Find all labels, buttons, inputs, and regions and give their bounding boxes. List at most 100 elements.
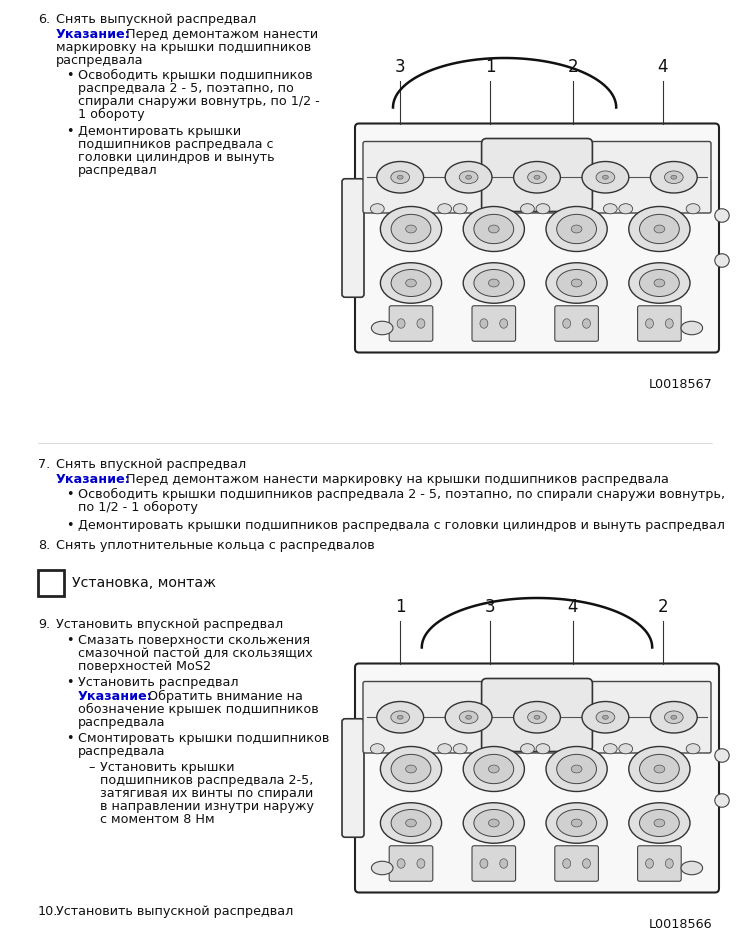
Ellipse shape: [453, 203, 467, 214]
Ellipse shape: [534, 175, 540, 179]
Ellipse shape: [572, 765, 582, 773]
Ellipse shape: [654, 819, 664, 827]
Text: головки цилиндров и вынуть: головки цилиндров и вынуть: [78, 151, 274, 164]
Ellipse shape: [391, 810, 431, 837]
Text: Перед демонтажом нанести маркировку на крышки подшипников распредвала: Перед демонтажом нанести маркировку на к…: [122, 473, 669, 486]
Ellipse shape: [417, 858, 424, 869]
Text: •: •: [66, 69, 74, 82]
Text: Установить выпускной распредвал: Установить выпускной распредвал: [56, 905, 293, 918]
Ellipse shape: [572, 225, 582, 233]
Ellipse shape: [398, 175, 404, 179]
Text: Установка, монтаж: Установка, монтаж: [72, 576, 216, 590]
FancyBboxPatch shape: [555, 306, 598, 341]
Text: L0018567: L0018567: [648, 379, 712, 392]
FancyBboxPatch shape: [363, 681, 711, 753]
Ellipse shape: [650, 702, 698, 733]
Ellipse shape: [546, 802, 608, 843]
Ellipse shape: [474, 810, 514, 837]
Ellipse shape: [654, 225, 664, 233]
Ellipse shape: [715, 254, 729, 267]
Ellipse shape: [480, 319, 488, 328]
Text: подшипников распредвала 2-5,: подшипников распредвала 2-5,: [100, 774, 314, 787]
Ellipse shape: [406, 225, 416, 233]
Ellipse shape: [376, 702, 424, 733]
Text: распредвала: распредвала: [56, 54, 143, 67]
Ellipse shape: [500, 319, 508, 328]
Text: 4: 4: [568, 598, 578, 616]
FancyBboxPatch shape: [355, 123, 719, 353]
FancyBboxPatch shape: [472, 845, 515, 882]
Ellipse shape: [488, 819, 500, 827]
Ellipse shape: [406, 765, 416, 773]
Text: •: •: [66, 634, 74, 647]
Text: в направлении изнутри наружу: в направлении изнутри наружу: [100, 800, 314, 813]
Text: Указание:: Указание:: [78, 690, 153, 703]
Ellipse shape: [474, 215, 514, 244]
Ellipse shape: [371, 321, 393, 335]
Ellipse shape: [459, 711, 478, 724]
Ellipse shape: [582, 161, 628, 193]
Text: 3: 3: [485, 598, 496, 616]
FancyBboxPatch shape: [482, 138, 592, 212]
Ellipse shape: [417, 319, 424, 328]
Ellipse shape: [572, 279, 582, 287]
Ellipse shape: [646, 319, 653, 328]
Text: распредвала: распредвала: [78, 716, 166, 729]
Ellipse shape: [398, 716, 404, 719]
Ellipse shape: [670, 175, 676, 179]
Text: –: –: [88, 761, 94, 774]
Text: 2: 2: [568, 58, 578, 76]
Ellipse shape: [654, 765, 664, 773]
Ellipse shape: [488, 765, 500, 773]
Ellipse shape: [406, 819, 416, 827]
Ellipse shape: [536, 744, 550, 754]
Ellipse shape: [619, 744, 633, 754]
Text: Указание:: Указание:: [56, 28, 130, 41]
Ellipse shape: [438, 744, 452, 754]
Ellipse shape: [681, 321, 703, 335]
Ellipse shape: [640, 810, 680, 837]
Text: поверхностей MoS2: поверхностей MoS2: [78, 660, 212, 673]
Ellipse shape: [500, 858, 508, 869]
Ellipse shape: [514, 702, 560, 733]
Ellipse shape: [380, 206, 442, 252]
Ellipse shape: [619, 203, 633, 214]
Ellipse shape: [628, 802, 690, 843]
Ellipse shape: [380, 802, 442, 843]
Ellipse shape: [398, 319, 405, 328]
Ellipse shape: [371, 861, 393, 875]
Text: 6.: 6.: [38, 13, 50, 26]
FancyBboxPatch shape: [389, 845, 433, 882]
FancyBboxPatch shape: [638, 845, 681, 882]
Text: Снять уплотнительные кольца с распредвалов: Снять уплотнительные кольца с распредвал…: [56, 539, 375, 552]
Ellipse shape: [528, 711, 546, 724]
Ellipse shape: [628, 263, 690, 303]
FancyBboxPatch shape: [342, 718, 364, 837]
Ellipse shape: [628, 746, 690, 791]
Text: 7.: 7.: [38, 458, 50, 471]
Ellipse shape: [370, 744, 384, 754]
Text: Установить крышки: Установить крышки: [100, 761, 235, 774]
Ellipse shape: [446, 702, 492, 733]
FancyBboxPatch shape: [357, 126, 717, 351]
Ellipse shape: [453, 744, 467, 754]
FancyBboxPatch shape: [389, 306, 433, 341]
Ellipse shape: [459, 171, 478, 184]
Ellipse shape: [715, 794, 729, 807]
Ellipse shape: [546, 746, 608, 791]
Ellipse shape: [380, 263, 442, 303]
Ellipse shape: [681, 861, 703, 875]
Ellipse shape: [556, 215, 596, 244]
Ellipse shape: [464, 206, 524, 252]
Text: спирали снаружи вовнутрь, по 1/2 -: спирали снаружи вовнутрь, по 1/2 -: [78, 95, 320, 108]
Text: подшипников распредвала с: подшипников распредвала с: [78, 138, 274, 151]
Text: обозначение крышек подшипников: обозначение крышек подшипников: [78, 703, 319, 717]
Ellipse shape: [665, 858, 674, 869]
Ellipse shape: [583, 319, 590, 328]
Text: Обратить внимание на: Обратить внимание на: [144, 690, 303, 703]
Text: распредвала: распредвала: [78, 745, 166, 758]
Text: 2: 2: [658, 598, 668, 616]
Ellipse shape: [664, 171, 683, 184]
Ellipse shape: [556, 755, 596, 784]
Text: Демонтировать крышки подшипников распредвала с головки цилиндров и вынуть распре: Демонтировать крышки подшипников распред…: [78, 519, 724, 532]
